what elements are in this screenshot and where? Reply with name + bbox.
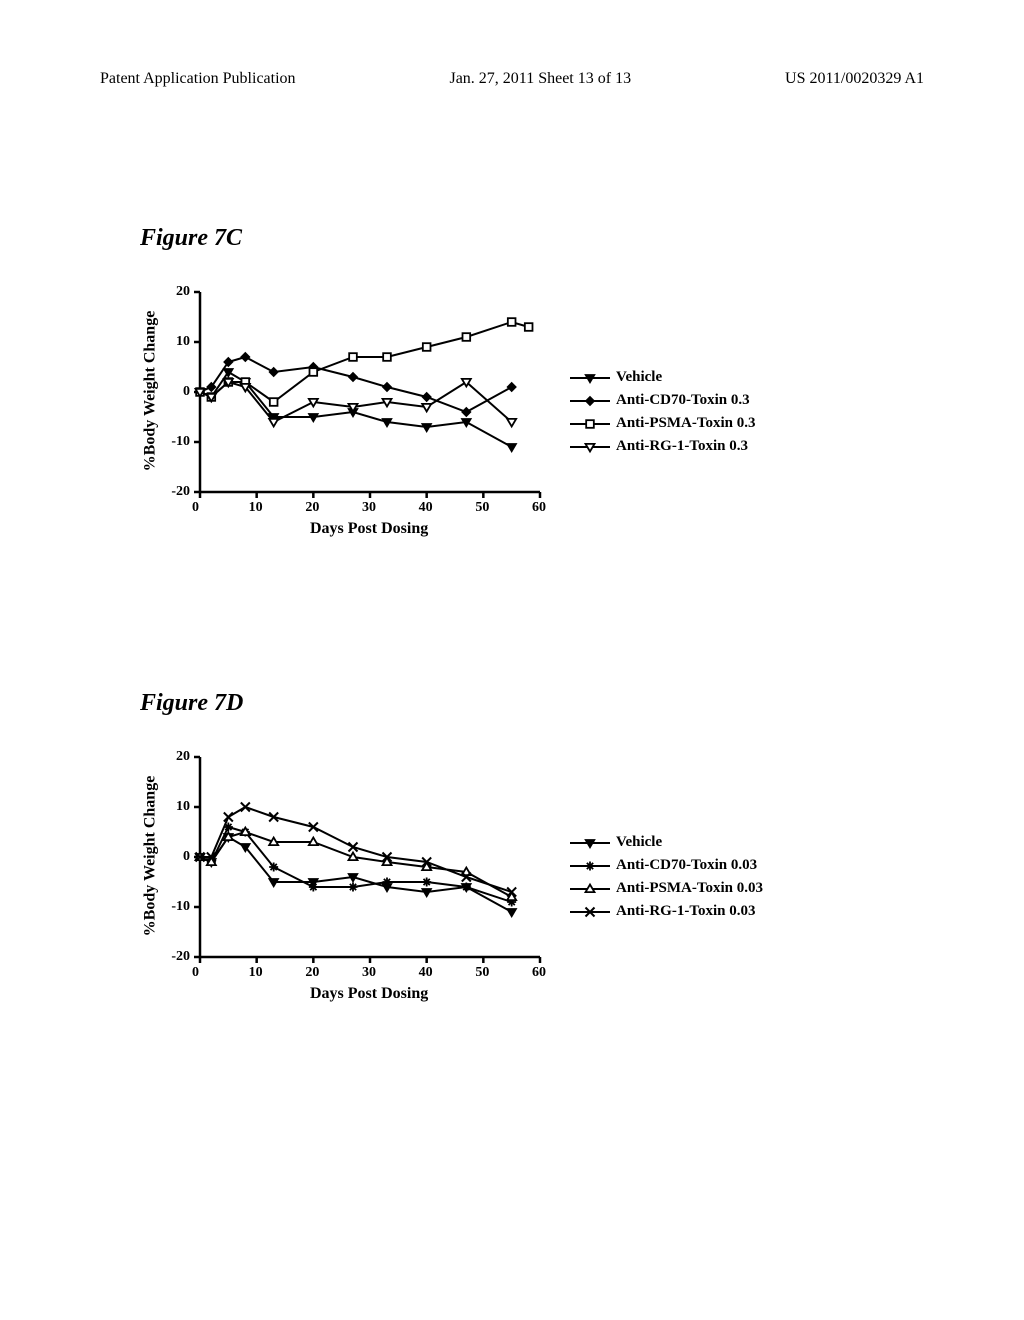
xtick-label: 0 <box>192 965 199 981</box>
xtick-label: 60 <box>532 965 546 981</box>
xtick-label: 30 <box>362 965 376 981</box>
legend-label: Vehicle <box>616 834 662 851</box>
legend-marker-icon <box>570 882 610 896</box>
header-left: Patent Application Publication <box>100 70 296 88</box>
legend-label: Vehicle <box>616 369 662 386</box>
legend-row: Anti-PSMA-Toxin 0.3 <box>570 415 755 432</box>
xtick-label: 10 <box>249 500 263 516</box>
figure-7d: Figure 7D -20 -10 0 10 20 0 10 20 30 40 50 60 %Body … <box>140 690 763 1007</box>
ytick-label: -20 <box>171 949 190 965</box>
legend-marker-icon <box>570 394 610 408</box>
xtick-label: 50 <box>475 500 489 516</box>
xtick-label: 40 <box>419 500 433 516</box>
ytick-label: 10 <box>176 334 190 350</box>
xtick-label: 40 <box>419 965 433 981</box>
legend-row: Anti-PSMA-Toxin 0.03 <box>570 880 763 897</box>
xtick-label: 30 <box>362 500 376 516</box>
ytick-label: 10 <box>176 799 190 815</box>
x-axis-label: Days Post Dosing <box>310 985 428 1003</box>
legend-marker-icon <box>570 440 610 454</box>
legend-marker-icon <box>570 859 610 873</box>
legend-row: Anti-CD70-Toxin 0.03 <box>570 857 763 874</box>
xtick-label: 20 <box>305 965 319 981</box>
xtick-label: 10 <box>249 965 263 981</box>
xtick-label: 50 <box>475 965 489 981</box>
ytick-label: -10 <box>171 899 190 915</box>
legend-marker-icon <box>570 417 610 431</box>
header-right: US 2011/0020329 A1 <box>785 70 924 88</box>
x-axis-label: Days Post Dosing <box>310 520 428 538</box>
legend-7c: Vehicle Anti-CD70-Toxin 0.3 Anti-PSMA-Toxi… <box>570 369 755 455</box>
y-axis-label: %Body Weight Change <box>141 776 159 937</box>
legend-label: Anti-PSMA-Toxin 0.03 <box>616 880 763 897</box>
figure-7c-title: Figure 7C <box>140 225 755 252</box>
legend-marker-icon <box>570 836 610 850</box>
legend-label: Anti-RG-1-Toxin 0.3 <box>616 438 748 455</box>
ytick-label: 20 <box>176 284 190 300</box>
ytick-label: 0 <box>183 384 190 400</box>
legend-marker-icon <box>570 905 610 919</box>
figure-7c: Figure 7C -20 -10 0 10 20 0 10 20 30 40 50 60 %Body … <box>140 225 755 542</box>
xtick-label: 20 <box>305 500 319 516</box>
header-center: Jan. 27, 2011 Sheet 13 of 13 <box>449 70 631 88</box>
legend-marker-icon <box>570 371 610 385</box>
legend-row: Vehicle <box>570 834 763 851</box>
legend-label: Anti-RG-1-Toxin 0.03 <box>616 903 755 920</box>
ytick-label: 0 <box>183 849 190 865</box>
xtick-label: 0 <box>192 500 199 516</box>
legend-label: Anti-CD70-Toxin 0.03 <box>616 857 757 874</box>
figure-7d-title: Figure 7D <box>140 690 763 717</box>
legend-label: Anti-CD70-Toxin 0.3 <box>616 392 750 409</box>
legend-row: Anti-RG-1-Toxin 0.3 <box>570 438 755 455</box>
ytick-label: 20 <box>176 749 190 765</box>
chart-7d: -20 -10 0 10 20 0 10 20 30 40 50 60 %Body Weight Cha… <box>140 747 550 1007</box>
page-header: Patent Application Publication Jan. 27, … <box>0 70 1024 88</box>
legend-row: Anti-RG-1-Toxin 0.03 <box>570 903 763 920</box>
ytick-label: -20 <box>171 484 190 500</box>
legend-label: Anti-PSMA-Toxin 0.3 <box>616 415 755 432</box>
xtick-label: 60 <box>532 500 546 516</box>
chart-7c: -20 -10 0 10 20 0 10 20 30 40 50 60 %Body Weight Cha… <box>140 282 550 542</box>
y-axis-label: %Body Weight Change <box>141 311 159 472</box>
legend-row: Vehicle <box>570 369 755 386</box>
legend-row: Anti-CD70-Toxin 0.3 <box>570 392 755 409</box>
legend-7d: Vehicle Anti-CD70-Toxin 0.03 Anti-PSMA-Tox… <box>570 834 763 920</box>
ytick-label: -10 <box>171 434 190 450</box>
